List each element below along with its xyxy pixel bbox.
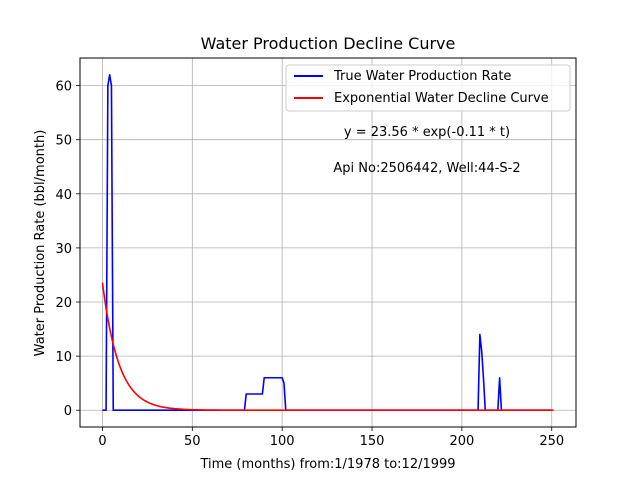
y-tick-label: 10 [55, 350, 72, 365]
plot-area-frame [79, 57, 577, 428]
legend-box [285, 64, 571, 112]
equation-annotation: y = 23.56 * exp(-0.11 * t) [344, 125, 510, 140]
x-tick-label: 0 [98, 434, 106, 449]
legend-label-exponential: Exponential Water Decline Curve [334, 91, 549, 106]
legend-label-true-rate: True Water Production Rate [333, 69, 511, 84]
x-tick-label: 100 [270, 434, 295, 449]
series-line-exponential-decline-curve [101, 282, 554, 412]
x-tick-label: 150 [360, 434, 385, 449]
well-annotation: Api No:2506442, Well:44-S-2 [333, 161, 520, 176]
y-tick-label: 30 [55, 242, 72, 257]
y-tick-label: 20 [55, 296, 72, 311]
series-layer [101, 73, 554, 412]
x-tick-label: 250 [539, 434, 564, 449]
axis-ticks: 0 50 100 150 200 250 0 10 20 30 40 50 60 [55, 80, 564, 449]
x-tick-label: 200 [449, 434, 474, 449]
chart-title: Water Production Decline Curve [201, 34, 456, 53]
x-tick-label: 50 [184, 434, 201, 449]
y-axis-label: Water Production Rate (bbl/month) [33, 130, 48, 357]
grid-lines [80, 58, 576, 427]
legend: True Water Production Rate Exponential W… [285, 64, 571, 112]
x-axis-label: Time (months) from:1/1978 to:12/1999 [199, 457, 455, 472]
y-tick-label: 0 [64, 404, 72, 419]
y-tick-label: 60 [55, 80, 72, 95]
y-tick-label: 50 [55, 134, 72, 149]
y-tick-label: 40 [55, 188, 72, 203]
